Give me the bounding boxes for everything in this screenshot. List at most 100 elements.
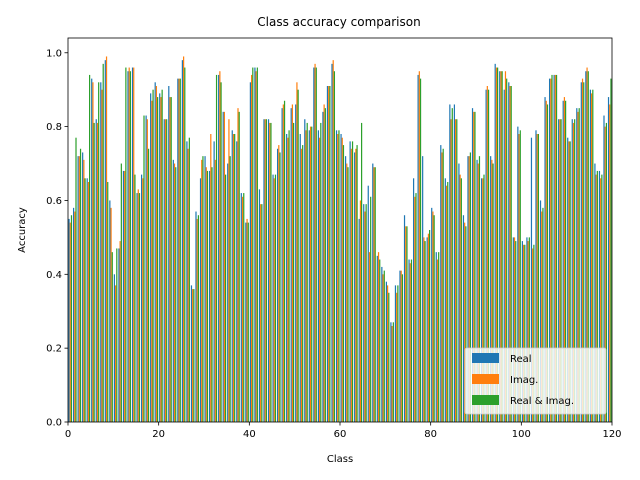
bar-real-32 — [213, 141, 215, 422]
bar-real-imag-58 — [333, 71, 336, 422]
bar-real-19 — [154, 82, 156, 422]
bar-real-imag-65 — [365, 204, 367, 422]
bar-imag-88 — [468, 156, 470, 422]
bar-real-24 — [177, 78, 179, 423]
bar-real-98 — [512, 237, 514, 422]
bar-imag-82 — [441, 152, 443, 422]
legend-swatch-0 — [472, 353, 499, 363]
bar-real-42 — [258, 189, 261, 422]
bar-real-imag-90 — [478, 156, 481, 422]
bar-imag-42 — [260, 204, 262, 422]
bar-real-21 — [163, 119, 165, 422]
bar-real-3 — [82, 152, 84, 422]
bar-real-imag-108 — [560, 119, 562, 422]
bar-real-29 — [199, 178, 202, 422]
bar-real-imag-102 — [533, 244, 535, 422]
bar-imag-111 — [572, 122, 575, 423]
legend-swatch-1 — [472, 374, 499, 384]
bar-imag-5 — [92, 82, 94, 422]
bar-real-74 — [403, 215, 406, 422]
bar-imag-17 — [146, 119, 148, 422]
bar-real-imag-54 — [315, 67, 317, 422]
bar-real-imag-67 — [374, 167, 376, 422]
bar-real-imag-95 — [501, 71, 503, 422]
bar-imag-56 — [323, 104, 325, 423]
bar-imag-50 — [296, 82, 298, 422]
bar-real-imag-53 — [311, 126, 313, 423]
bar-imag-55 — [319, 137, 321, 422]
bar-real-107 — [553, 74, 555, 423]
bar-real-33 — [218, 74, 220, 423]
bar-real-86 — [458, 163, 460, 423]
bar-real-imag-99 — [519, 130, 521, 422]
bar-real-imag-81 — [438, 252, 440, 422]
bar-real-imag-111 — [574, 119, 576, 422]
bar-imag-11 — [119, 241, 121, 422]
bar-imag-108 — [559, 119, 561, 422]
y-axis-label: Accuracy — [17, 207, 28, 253]
bar-real-imag-25 — [184, 67, 186, 422]
bar-real-23 — [172, 159, 174, 422]
bar-real-imag-17 — [147, 148, 150, 422]
bar-real-imag-64 — [361, 122, 363, 423]
bar-real-17 — [145, 115, 147, 422]
bar-imag-30 — [205, 167, 207, 422]
bar-real-imag-101 — [528, 237, 530, 422]
bar-real-imag-61 — [347, 167, 349, 422]
bar-imag-40 — [251, 74, 253, 423]
bar-real-imag-51 — [302, 145, 304, 422]
bar-imag-21 — [164, 119, 167, 422]
bar-imag-109 — [563, 97, 566, 422]
bar-real-imag-45 — [274, 174, 277, 422]
bar-real-1 — [72, 207, 75, 422]
bar-imag-36 — [232, 134, 235, 422]
bar-real-imag-6 — [98, 82, 100, 422]
bar-real-55 — [317, 130, 319, 422]
bar-real-57 — [326, 86, 329, 422]
bar-imag-8 — [105, 56, 108, 423]
bar-real-imag-110 — [569, 141, 571, 422]
bar-real-imag-8 — [107, 182, 109, 422]
bar-imag-39 — [246, 218, 248, 422]
bar-real-28 — [195, 211, 197, 422]
bar-imag-80 — [432, 211, 434, 422]
bar-imag-71 — [391, 326, 393, 422]
bar-real-imag-31 — [211, 167, 213, 422]
bar-real-imag-77 — [419, 78, 422, 423]
bar-imag-97 — [509, 86, 511, 422]
bar-real-80 — [431, 207, 433, 422]
bar-real-82 — [440, 145, 442, 422]
bar-real-13 — [127, 71, 129, 422]
bar-imag-78 — [423, 237, 425, 422]
bar-real-44 — [267, 119, 270, 422]
bar-real-imag-28 — [197, 215, 200, 422]
bar-imag-62 — [350, 148, 352, 422]
bar-imag-106 — [550, 78, 552, 423]
bar-real-46 — [276, 148, 279, 422]
bar-imag-6 — [96, 122, 99, 423]
bar-real-imag-14 — [134, 174, 136, 422]
bar-real-48 — [286, 134, 288, 422]
bar-real-imag-91 — [483, 174, 485, 422]
bar-real-imag-29 — [202, 156, 204, 422]
bar-real-imag-66 — [370, 196, 372, 422]
bar-imag-65 — [364, 211, 366, 422]
bar-real-10 — [113, 274, 115, 422]
bar-imag-103 — [536, 134, 538, 422]
bar-real-102 — [530, 137, 533, 422]
bar-imag-107 — [554, 74, 556, 423]
bar-real-114 — [585, 71, 587, 422]
bar-real-imag-57 — [329, 86, 331, 422]
bar-real-113 — [580, 82, 582, 422]
bar-real-imag-96 — [506, 78, 508, 423]
bar-real-imag-115 — [592, 89, 594, 422]
bar-real-84 — [449, 104, 451, 423]
x-axis: 0 20 40 60 80 100 120 — [65, 422, 622, 440]
x-tick-label: 80 — [424, 429, 437, 440]
bar-real-30 — [204, 156, 206, 422]
bar-real-imag-106 — [551, 74, 553, 423]
bar-real-imag-38 — [243, 193, 245, 422]
bar-imag-70 — [387, 285, 389, 422]
bar-real-imag-62 — [351, 141, 354, 422]
bar-real-97 — [508, 82, 510, 422]
